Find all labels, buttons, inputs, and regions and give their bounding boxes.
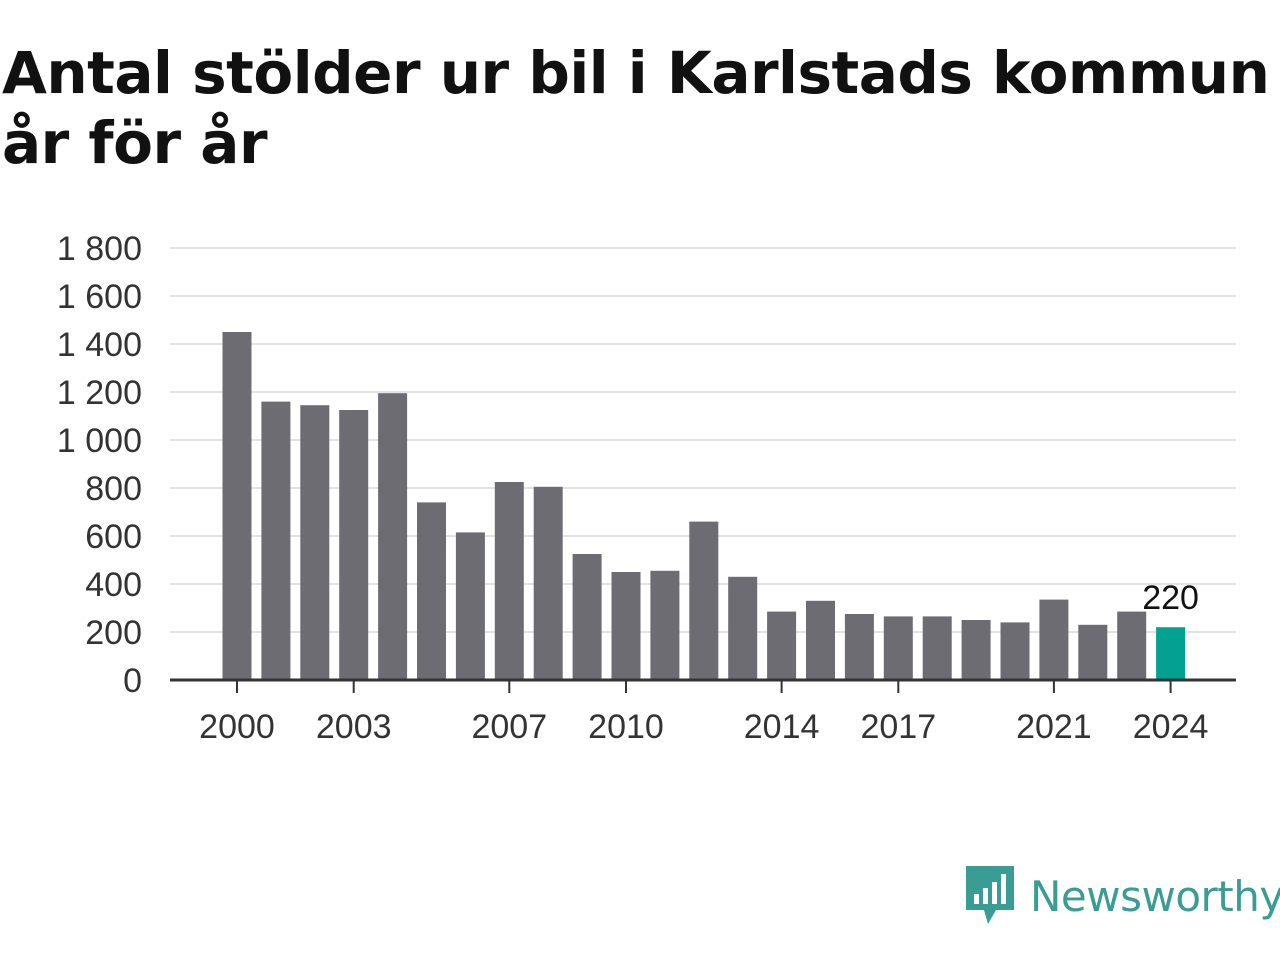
bar-2011	[650, 570, 680, 680]
bar-2012	[689, 521, 719, 680]
bar-2010	[611, 572, 641, 680]
bar-2006	[455, 532, 485, 680]
y-tick-label: 800	[85, 470, 142, 508]
data-label: 220	[1142, 579, 1199, 617]
y-tick-label: 1 800	[57, 230, 142, 268]
bar-2022	[1078, 624, 1108, 680]
x-tick-label: 2014	[744, 708, 820, 746]
x-tick-label: 2003	[316, 708, 392, 746]
bar-2016	[844, 614, 874, 680]
bar-2013	[728, 576, 758, 680]
y-tick-label: 1 600	[57, 278, 142, 316]
bar-2008	[533, 486, 563, 680]
x-axis-labels: 2000 2003 2007 2010 2014 2017 2021 2024	[199, 708, 1208, 746]
bar-2003	[339, 410, 369, 680]
bar-2018	[922, 616, 952, 680]
bar-2019	[961, 620, 991, 680]
y-tick-label: 200	[85, 614, 142, 652]
bar-2007	[494, 482, 524, 680]
bar-2009	[572, 554, 602, 680]
y-tick-label: 1 000	[57, 422, 142, 460]
x-tick-label: 2007	[471, 708, 547, 746]
bar-2001	[261, 401, 291, 680]
bar-2014	[767, 611, 797, 680]
bar-2017	[883, 616, 913, 680]
x-tick-label: 2000	[199, 708, 275, 746]
bar-2004	[378, 393, 408, 680]
bar-2023	[1117, 611, 1147, 680]
bars	[222, 332, 1186, 680]
chart-title: Antal stölder ur bil i Karlstads kommun …	[2, 39, 1270, 177]
y-tick-label: 1 200	[57, 374, 142, 412]
brand-logo: Newsworthy	[964, 864, 1280, 928]
brand-name: Newsworthy	[1030, 871, 1280, 921]
bar-2000	[222, 332, 252, 680]
x-tick-label: 2021	[1016, 708, 1092, 746]
bar-2015	[806, 600, 835, 680]
bar-2021	[1039, 599, 1069, 680]
bar-2005	[417, 502, 446, 680]
y-tick-label: 1 400	[57, 326, 142, 364]
x-tick-label: 2017	[860, 708, 936, 746]
data-labels: 220	[1142, 579, 1199, 617]
bar-2020	[1000, 622, 1030, 680]
newsworthy-logo-icon	[966, 866, 1014, 924]
y-tick-label: 400	[85, 566, 142, 604]
bar-2002	[300, 405, 330, 680]
y-tick-label: 0	[123, 662, 142, 700]
x-tick-label: 2024	[1133, 708, 1209, 746]
bar-2024	[1156, 627, 1186, 680]
y-tick-label: 600	[85, 518, 142, 556]
x-axis	[170, 678, 1236, 693]
y-axis-labels: 0 200 400 600 800 1 000 1 200 1 400 1 600 1 800	[57, 230, 142, 700]
x-tick-label: 2010	[588, 708, 664, 746]
